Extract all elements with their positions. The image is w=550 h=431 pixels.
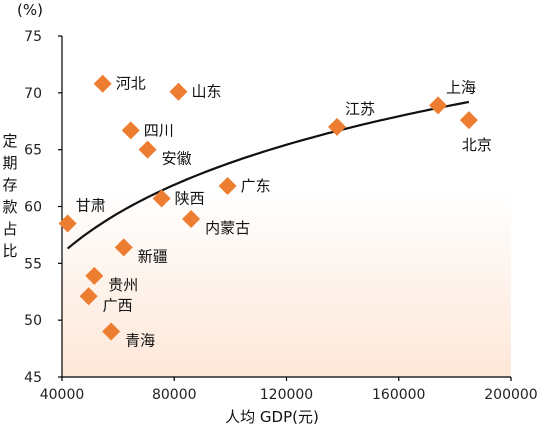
y-axis-unit: (%) — [17, 1, 43, 19]
data-point-label: 陕西 — [175, 190, 205, 208]
data-point-label: 河北 — [116, 75, 146, 93]
data-point-label: 青海 — [125, 332, 155, 350]
data-point-marker — [93, 74, 112, 93]
trendline — [66, 100, 470, 250]
data-point-marker — [218, 177, 237, 196]
data-point-marker — [328, 117, 347, 136]
plot-area-background — [62, 36, 511, 377]
y-tick-label: 60 — [24, 200, 42, 216]
y-tick-label: 75 — [24, 29, 42, 45]
x-axis-title: 人均 GDP(元) — [225, 408, 319, 426]
data-point-label: 四川 — [144, 121, 174, 139]
data-point-marker — [459, 111, 478, 130]
x-tick-label: 120000 — [260, 387, 313, 403]
data-point-label: 内蒙古 — [205, 219, 250, 237]
x-axis-ticks: 40000 80000 120000 160000 200000 — [40, 377, 538, 403]
data-point-marker — [102, 322, 121, 341]
y-axis-title-char: 款 — [2, 198, 17, 216]
data-point-label: 贵州 — [108, 276, 138, 294]
y-axis-title-char: 占 — [2, 220, 17, 238]
data-point-marker — [152, 189, 171, 208]
y-axis-ticks: 45 50 55 60 65 70 75 — [24, 29, 62, 386]
data-point-marker — [169, 82, 188, 101]
data-point-marker — [58, 214, 77, 233]
data-point-marker — [138, 140, 157, 159]
y-tick-label: 70 — [24, 86, 42, 102]
y-tick-label: 55 — [24, 256, 42, 272]
data-point-marker — [79, 287, 98, 306]
data-point-label: 安徽 — [162, 150, 192, 168]
x-tick-label: 160000 — [372, 387, 425, 403]
y-tick-label: 65 — [24, 143, 42, 159]
y-tick-label: 50 — [24, 313, 42, 329]
data-point-label: 甘肃 — [76, 197, 106, 215]
y-axis-title-char: 期 — [2, 154, 17, 172]
data-point-marker — [182, 210, 201, 229]
data-point-label: 山东 — [191, 83, 221, 101]
y-axis-title-char: 比 — [2, 242, 17, 260]
data-point-label: 上海 — [446, 78, 476, 96]
data-point-label: 新疆 — [138, 247, 168, 265]
y-axis-title-char: 定 — [2, 132, 17, 150]
y-axis-title-char: 存 — [2, 176, 17, 194]
data-point-label: 北京 — [462, 136, 492, 154]
data-point-label: 江苏 — [345, 100, 375, 118]
data-point-marker — [114, 238, 133, 257]
data-point-label: 广东 — [241, 177, 271, 195]
data-point-marker — [121, 121, 140, 140]
x-tick-label: 200000 — [484, 387, 537, 403]
data-point-label: 广西 — [103, 296, 133, 314]
data-point-marker — [85, 266, 104, 285]
x-tick-label: 40000 — [40, 387, 85, 403]
y-tick-label: 45 — [24, 370, 42, 386]
x-tick-label: 80000 — [152, 387, 197, 403]
data-point-marker — [429, 96, 448, 115]
